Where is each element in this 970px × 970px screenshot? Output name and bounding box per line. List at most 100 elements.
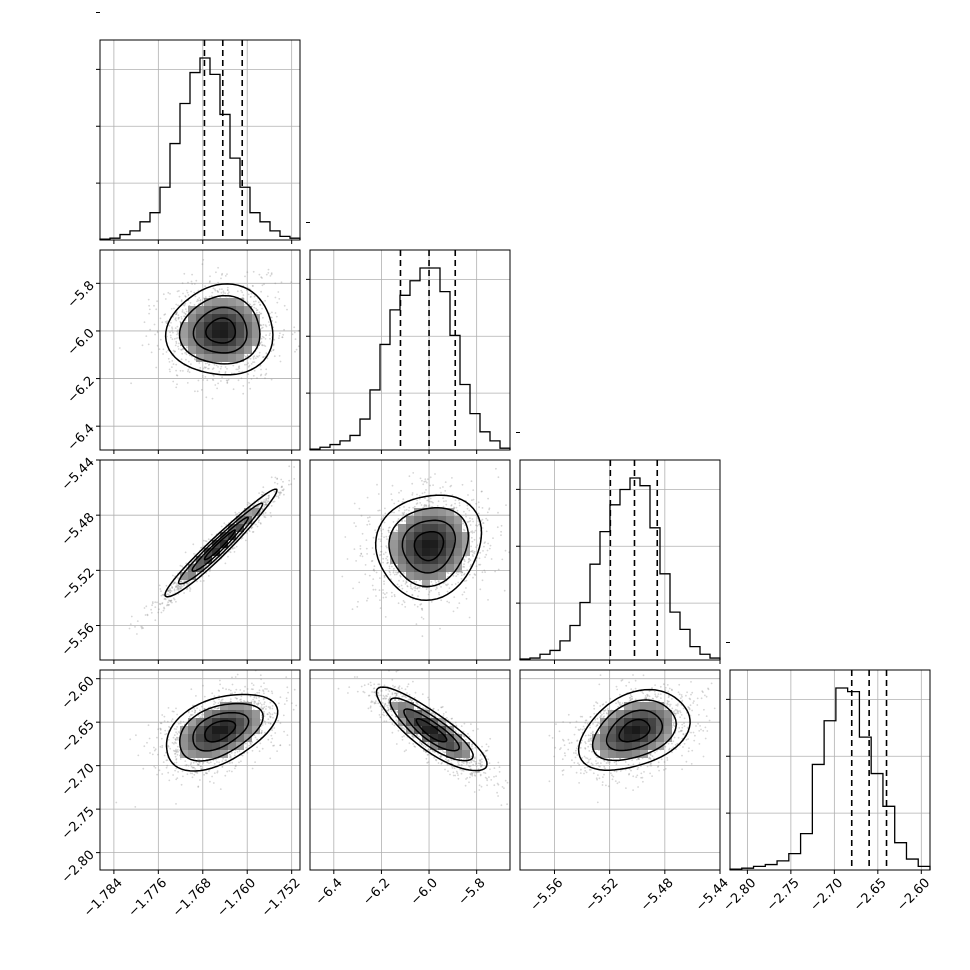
sample-point xyxy=(231,683,234,686)
sample-point xyxy=(479,763,482,765)
sample-point xyxy=(416,587,419,590)
sample-point xyxy=(184,295,187,298)
sample-point xyxy=(393,511,395,514)
sample-point xyxy=(147,724,150,727)
density-cell xyxy=(236,516,244,524)
sample-point xyxy=(469,524,472,526)
sample-point xyxy=(497,795,499,797)
sample-point xyxy=(208,295,211,298)
sample-point xyxy=(166,320,169,323)
sample-point xyxy=(212,287,215,290)
sample-point xyxy=(458,764,461,766)
sample-point xyxy=(165,351,168,353)
sample-point xyxy=(259,374,262,377)
sample-point xyxy=(129,738,132,741)
sample-point xyxy=(185,582,188,585)
sample-point xyxy=(472,555,474,557)
sample-point xyxy=(280,281,283,284)
sample-point xyxy=(370,700,373,703)
sample-point xyxy=(255,309,258,312)
histogram-step-1 xyxy=(309,267,511,450)
sample-point xyxy=(688,706,690,709)
sample-point xyxy=(411,493,414,496)
sample-point xyxy=(466,761,469,764)
sample-point xyxy=(416,502,419,505)
sample-point xyxy=(165,732,168,735)
sample-point xyxy=(406,692,408,694)
sample-point xyxy=(440,586,442,588)
density-cell xyxy=(196,306,204,314)
sample-point xyxy=(249,357,252,360)
sample-point xyxy=(196,772,199,774)
density-cell xyxy=(236,314,244,322)
sample-point xyxy=(169,591,172,594)
sample-point xyxy=(382,697,384,700)
sample-point xyxy=(396,710,399,713)
sample-point xyxy=(462,528,465,531)
sample-point xyxy=(165,759,168,762)
density-cell xyxy=(244,702,252,710)
sample-point xyxy=(190,290,193,293)
sample-point xyxy=(649,764,652,767)
sample-point xyxy=(554,746,557,749)
sample-point xyxy=(403,728,406,731)
sample-point xyxy=(182,775,184,778)
sample-point xyxy=(246,532,249,535)
sample-point xyxy=(222,291,225,294)
sample-point xyxy=(234,767,236,770)
sample-point xyxy=(175,313,178,316)
sample-point xyxy=(232,547,234,549)
sample-point xyxy=(276,750,278,752)
sample-point xyxy=(391,714,393,717)
sample-point xyxy=(176,586,179,588)
sample-point xyxy=(186,370,189,373)
sample-point xyxy=(196,707,199,710)
sample-point xyxy=(263,710,265,713)
sample-point xyxy=(260,290,262,293)
sample-point xyxy=(455,506,458,509)
sample-point xyxy=(200,705,203,708)
sample-point xyxy=(241,692,243,694)
sample-point xyxy=(215,364,218,367)
sample-point xyxy=(388,570,391,573)
sample-point xyxy=(173,589,176,592)
density-cell xyxy=(430,524,438,532)
sample-point xyxy=(434,588,437,591)
sample-point xyxy=(449,773,451,776)
sample-point xyxy=(477,512,480,515)
sample-point xyxy=(431,713,434,715)
sample-point xyxy=(265,503,267,505)
histogram-step-3 xyxy=(729,687,931,870)
sample-point xyxy=(260,732,263,734)
sample-point xyxy=(166,720,169,723)
sample-point xyxy=(192,543,195,546)
sample-point xyxy=(477,768,480,770)
sample-point xyxy=(469,773,472,775)
sample-point xyxy=(427,478,429,481)
sample-point xyxy=(413,696,416,699)
sample-point xyxy=(147,343,150,346)
density-cell xyxy=(212,540,220,548)
sample-point xyxy=(463,558,466,561)
sample-point xyxy=(458,504,461,507)
sample-point xyxy=(272,716,274,719)
sample-point xyxy=(372,536,375,539)
sample-point xyxy=(196,300,198,303)
sample-point xyxy=(252,684,255,686)
sample-point xyxy=(385,714,388,717)
sample-point xyxy=(173,742,175,745)
sample-point xyxy=(235,513,237,516)
sample-point xyxy=(252,505,254,507)
sample-point xyxy=(488,762,491,764)
sample-point xyxy=(253,702,256,705)
sample-point xyxy=(160,590,162,592)
sample-point xyxy=(480,765,482,767)
density-cell xyxy=(180,734,188,742)
sample-point xyxy=(186,382,189,384)
sample-point xyxy=(414,708,416,711)
sample-point xyxy=(260,732,263,735)
sample-point xyxy=(373,687,376,689)
sample-point xyxy=(155,308,158,311)
sample-point xyxy=(383,705,386,708)
sample-point xyxy=(456,607,459,609)
